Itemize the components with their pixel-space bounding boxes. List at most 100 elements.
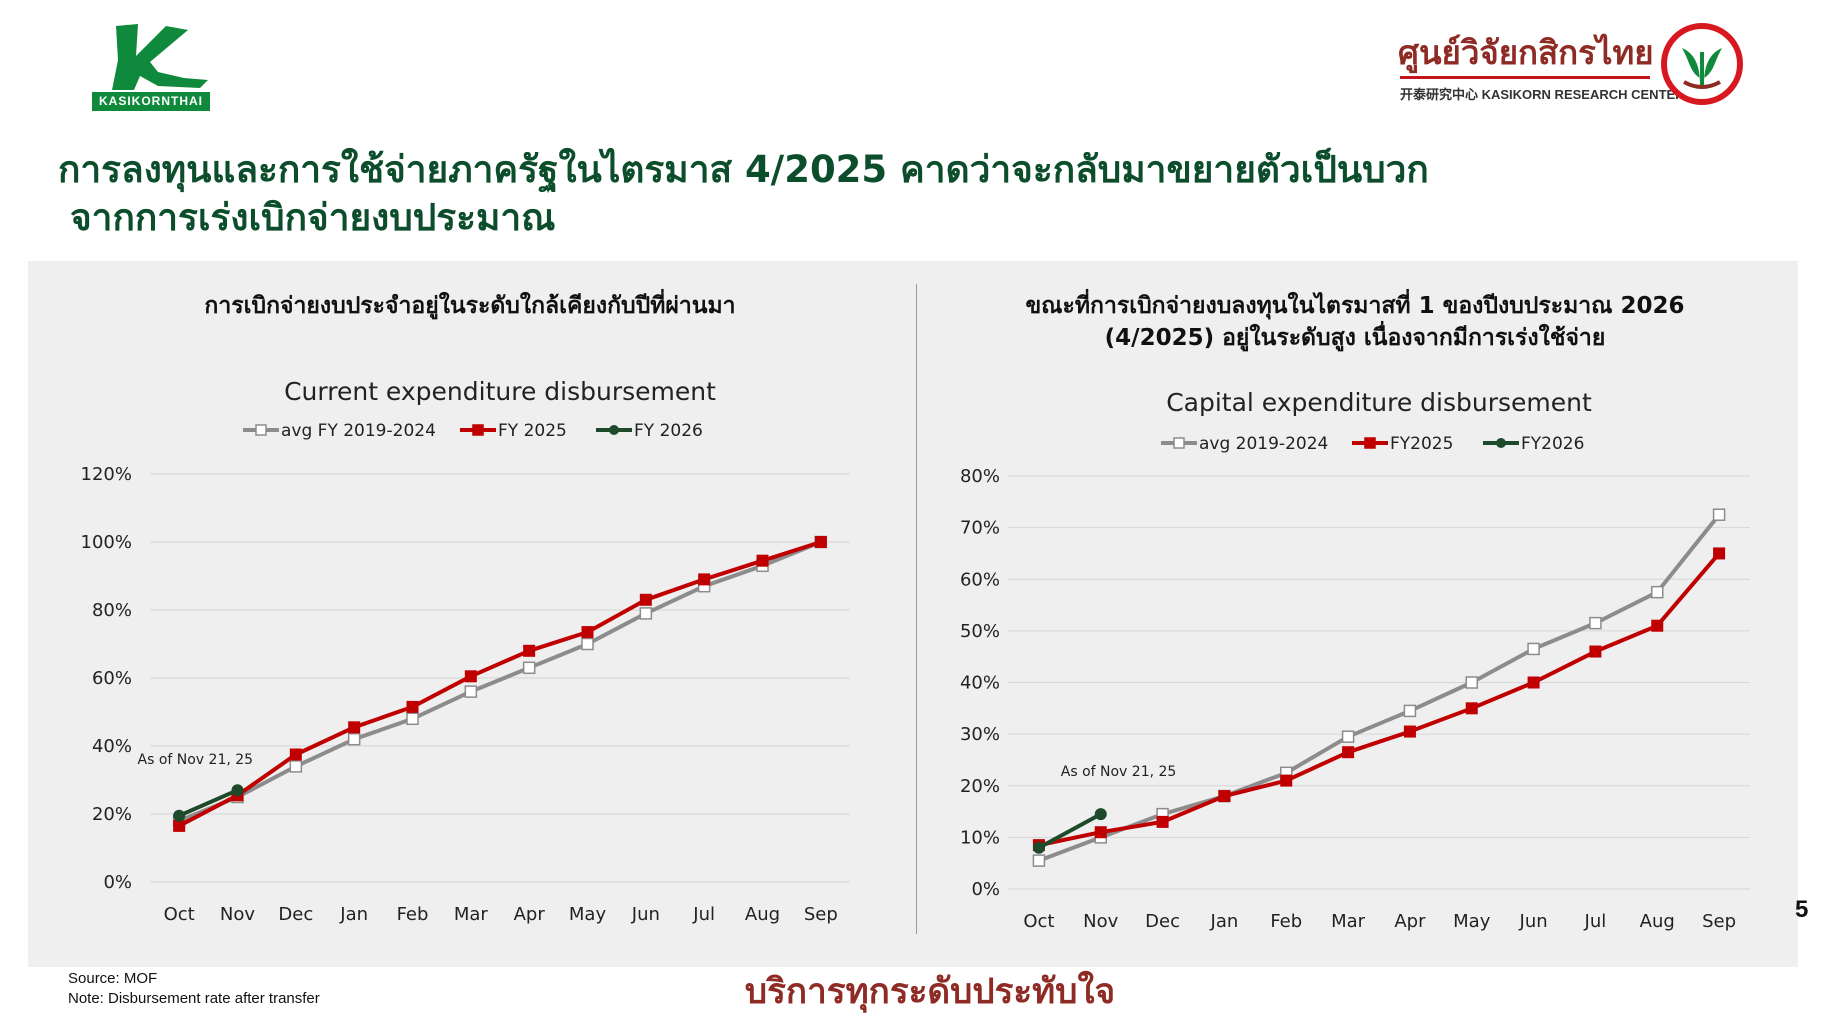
kasikornthai-logo: KASIKORNTHAI (88, 20, 218, 112)
legend-marker (255, 424, 267, 436)
data-point (1465, 702, 1478, 715)
y-tick-label: 40% (960, 673, 1000, 694)
data-point (581, 637, 594, 651)
right-subheading-line-1: ขณะที่การเบิกจ่ายงบลงทุนในไตรมาสที่ 1 ขอ… (1025, 293, 1685, 319)
chart-title: Current expenditure disbursement (284, 377, 716, 406)
series-line-1 (178, 540, 822, 823)
legend-label: FY2025 (1390, 434, 1453, 454)
x-tick-label: Jun (631, 904, 660, 925)
y-tick-label: 100% (81, 532, 132, 553)
data-point (1156, 815, 1169, 828)
legend-label: avg FY 2019-2024 (281, 421, 436, 441)
krc-thai-name: ศูนย์วิจัยกสิกรไทย (1398, 33, 1654, 72)
data-point (639, 607, 653, 620)
page-headline: การลงทุนและการใช้จ่ายภาครัฐในไตรมาส 4/20… (58, 146, 1778, 242)
data-point (464, 670, 477, 683)
x-tick-label: Nov (220, 904, 255, 925)
data-point (406, 700, 419, 713)
y-tick-label: 10% (960, 827, 1000, 848)
y-tick-label: 0% (971, 879, 1000, 900)
y-tick-label: 40% (92, 736, 132, 757)
data-point (1651, 585, 1664, 599)
krc-logo: ศูนย์วิจัยกสิกรไทย 开泰研究中心 KASIKORN RESEA… (1390, 22, 1750, 112)
legend-label: FY 2026 (634, 421, 703, 441)
x-tick-label: Dec (1145, 911, 1180, 932)
data-point (1712, 508, 1726, 521)
data-point (1527, 642, 1540, 656)
headline-line-1: การลงทุนและการใช้จ่ายภาครัฐในไตรมาส 4/20… (58, 148, 1429, 191)
legend-entry-2: FY 2025 (460, 421, 567, 441)
x-tick-label: Feb (1270, 911, 1302, 932)
data-point (1713, 547, 1726, 560)
left-subheading: การเบิกจ่ายงบประจำอยู่ในระดับใกล้เคียงกั… (204, 293, 736, 319)
data-point (1341, 730, 1355, 743)
data-point (698, 573, 711, 586)
legend-entry-1: avg FY 2019-2024 (243, 421, 436, 441)
data-point (173, 819, 186, 832)
data-point (1280, 774, 1293, 787)
kbank-seal-icon (1661, 23, 1743, 105)
data-point (1589, 616, 1602, 630)
data-point (814, 536, 827, 548)
data-point (522, 661, 536, 675)
data-point (289, 748, 302, 761)
data-point (231, 784, 244, 797)
y-tick-label: 20% (92, 804, 132, 825)
x-tick-label: Dec (278, 904, 313, 925)
data-point (581, 626, 594, 639)
data-point (756, 554, 769, 567)
legend-entry-3: FY2026 (1483, 434, 1584, 454)
kasikornthai-wordmark: KASIKORNTHAI (92, 92, 210, 111)
y-tick-label: 60% (92, 668, 132, 689)
x-tick-label: Mar (1331, 911, 1366, 932)
charts-panel (28, 261, 1798, 967)
data-point (1032, 841, 1045, 854)
capital-expenditure-chart: Capital expenditure disbursement avg 2019… (960, 388, 1750, 932)
data-point (1094, 826, 1107, 839)
x-tick-label: Apr (1394, 911, 1426, 932)
y-tick-label: 20% (960, 776, 1000, 797)
series-line-2 (178, 540, 822, 828)
krc-english-name: 开泰研究中心 KASIKORN RESEARCH CENTER (1400, 87, 1685, 102)
k-mark-icon (112, 24, 208, 90)
right-subheading: ขณะที่การเบิกจ่ายงบลงทุนในไตรมาสที่ 1 ขอ… (930, 290, 1780, 354)
page-number: 5 (1795, 896, 1809, 923)
source-note: Source: MOF (68, 970, 158, 987)
chart-annotation: As of Nov 21, 25 (1061, 764, 1177, 780)
data-point (1527, 676, 1540, 689)
x-tick-label: Jul (692, 904, 715, 925)
data-point (1465, 676, 1478, 689)
series-line-3 (1037, 812, 1102, 850)
data-point (1218, 790, 1231, 803)
data-point (1032, 854, 1046, 867)
y-tick-label: 80% (960, 466, 1000, 487)
series-line-1 (1038, 513, 1721, 863)
x-tick-label: May (1453, 911, 1491, 932)
legend-entry-2: FY2025 (1352, 434, 1453, 454)
data-point (1403, 725, 1416, 738)
data-point (1651, 619, 1664, 632)
data-point (347, 732, 361, 746)
y-tick-label: 50% (960, 621, 1000, 642)
series-line-2 (1038, 552, 1721, 848)
x-tick-label: Sep (1702, 911, 1736, 932)
y-tick-label: 80% (92, 600, 132, 621)
y-tick-label: 70% (960, 518, 1000, 539)
x-tick-label: May (569, 904, 607, 925)
y-tick-label: 120% (81, 464, 132, 485)
current-expenditure-chart: Current expenditure disbursement avg FY 2… (81, 377, 850, 925)
data-point (464, 685, 478, 698)
legend-label: FY2026 (1521, 434, 1584, 454)
legend-label: avg 2019-2024 (1199, 434, 1328, 454)
data-point (1403, 704, 1417, 718)
krc-underline (1400, 76, 1650, 79)
x-tick-label: Sep (804, 904, 838, 925)
legend-marker (1173, 437, 1185, 449)
y-tick-label: 60% (960, 569, 1000, 590)
x-tick-label: Nov (1083, 911, 1118, 932)
panel-divider (916, 284, 917, 934)
legend-marker (609, 425, 619, 435)
data-point (1589, 645, 1602, 658)
y-tick-label: 0% (103, 872, 132, 893)
headline-line-2: จากการเร่งเบิกจ่ายงบประมาณ (70, 196, 556, 239)
